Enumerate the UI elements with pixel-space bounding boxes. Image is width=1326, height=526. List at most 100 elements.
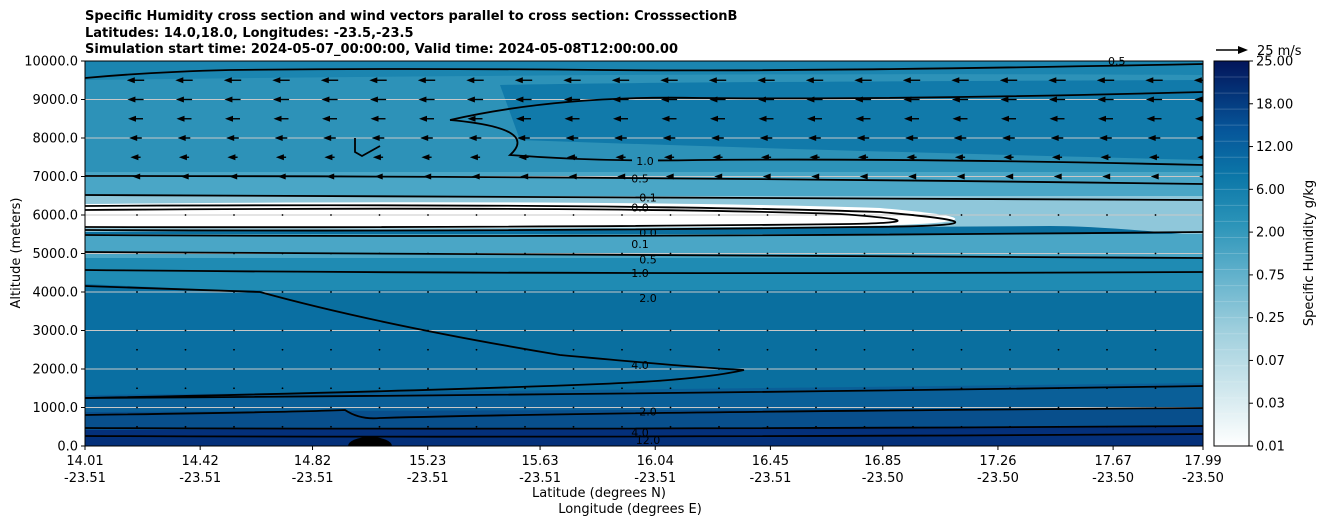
wind-vector-head bbox=[468, 135, 477, 141]
contour-label: 12.0 bbox=[636, 434, 661, 447]
wind-vector-dot bbox=[136, 425, 138, 428]
wind-vector-head bbox=[662, 135, 671, 141]
wind-vector-head bbox=[1145, 96, 1154, 103]
wind-vector-dot bbox=[815, 387, 817, 390]
wind-vector-dot bbox=[1009, 406, 1011, 409]
wind-vector-head bbox=[1002, 135, 1011, 141]
wind-vector-dot bbox=[378, 329, 381, 332]
contour-label: 0.5 bbox=[639, 253, 657, 266]
wind-vector-head bbox=[176, 115, 185, 122]
wind-vector-head bbox=[712, 154, 721, 161]
wind-vector-head bbox=[1005, 173, 1014, 180]
wind-vector-dot bbox=[233, 406, 235, 409]
wind-vector-dot bbox=[669, 387, 672, 390]
wind-vector-dot bbox=[378, 387, 381, 390]
y-tick-label: 7000.0 bbox=[33, 170, 79, 185]
wind-vector-head bbox=[953, 135, 962, 141]
contour-20-low bbox=[85, 407, 1203, 420]
wind-vector-head bbox=[615, 154, 624, 161]
wind-vector-dot bbox=[912, 252, 914, 255]
wind-vector-head bbox=[372, 154, 381, 161]
wind-vector-dot bbox=[330, 406, 332, 409]
wind-vector-dot bbox=[669, 329, 672, 332]
wind-vector-head bbox=[1051, 154, 1060, 161]
wind-vector-dot bbox=[475, 348, 478, 351]
wind-vector-head bbox=[515, 96, 524, 103]
wind-vector-dot bbox=[815, 406, 817, 409]
wind-vector-dot bbox=[378, 214, 381, 216]
wind-vector-head bbox=[1102, 173, 1111, 180]
wind-vector-dot bbox=[863, 406, 866, 409]
wind-vector-dot bbox=[1252, 387, 1254, 389]
wind-vector-dot bbox=[669, 348, 672, 351]
y-tick-label: 6000.0 bbox=[33, 209, 79, 224]
colorbar-tick-label: 0.01 bbox=[1256, 440, 1285, 455]
fill-dry-3 bbox=[85, 234, 1203, 262]
wind-vector-head bbox=[563, 77, 572, 84]
contour-label: 4.0 bbox=[631, 359, 649, 372]
wind-vector-dot bbox=[475, 329, 478, 332]
wind-vector-dot bbox=[572, 406, 575, 409]
wind-vector-dot bbox=[136, 348, 138, 351]
wind-vector-dot bbox=[621, 329, 623, 332]
colorbar-bands bbox=[1214, 76, 1249, 431]
x-tick-lon: -23.50 bbox=[862, 471, 904, 486]
wind-vector-dot bbox=[960, 291, 963, 293]
wind-vector-dot bbox=[669, 252, 672, 255]
wind-vector-head bbox=[177, 135, 186, 141]
wind-vector-dot bbox=[136, 214, 138, 216]
wind-vector-head bbox=[954, 154, 963, 161]
wind-vector-dot bbox=[621, 368, 623, 370]
x-tick-lon: -23.51 bbox=[179, 471, 221, 486]
wind-vector-head bbox=[1050, 135, 1059, 141]
wind-vector-dot bbox=[960, 348, 963, 351]
wind-vector-dot bbox=[669, 214, 672, 216]
colorbar-tick-label: 0.25 bbox=[1256, 311, 1285, 326]
wind-vector-head bbox=[466, 96, 475, 103]
colorbar-tick-label: 25.00 bbox=[1256, 55, 1293, 70]
wind-vector-dot bbox=[621, 406, 623, 409]
x-tick-lon: -23.51 bbox=[749, 471, 791, 486]
x-axis-label-lat: Latitude (degrees N) bbox=[532, 486, 666, 501]
y-tick-label: 4000.0 bbox=[33, 286, 79, 301]
wind-vector-dot bbox=[572, 291, 575, 293]
wind-vector-head bbox=[469, 154, 478, 161]
y-tick-label: 0.0 bbox=[57, 440, 78, 455]
wind-vector-dot bbox=[766, 368, 769, 370]
wind-vector-head bbox=[226, 135, 235, 141]
x-tick-lon: -23.50 bbox=[1182, 471, 1224, 486]
colorbar-tick-label: 12.00 bbox=[1256, 140, 1293, 155]
x-tick-lat: 14.42 bbox=[182, 454, 219, 469]
wind-vector-head bbox=[661, 115, 670, 122]
wind-vector-dot bbox=[912, 387, 914, 390]
wind-vector-dot bbox=[766, 252, 769, 255]
wind-vector-head bbox=[126, 77, 135, 84]
wind-vector-dot bbox=[718, 425, 720, 428]
wind-vector-head bbox=[807, 115, 815, 122]
wind-vector-head bbox=[1049, 115, 1058, 122]
wind-vector-dot bbox=[1009, 329, 1011, 332]
x-tick-lat: 16.45 bbox=[752, 454, 789, 469]
fill-surface-peak bbox=[348, 437, 392, 446]
wind-vector-head bbox=[128, 115, 136, 122]
wind-vector-head bbox=[466, 77, 475, 84]
colorbar-label: Specific Humidity g/kg bbox=[1302, 180, 1317, 326]
wind-vector-dot bbox=[766, 329, 769, 332]
wind-vector-dot bbox=[621, 291, 623, 293]
wind-vector-dot bbox=[912, 329, 914, 332]
contour-label: 2.0 bbox=[639, 405, 657, 418]
wind-vector-head bbox=[854, 77, 863, 84]
y-tick-label: 10000.0 bbox=[24, 55, 78, 70]
wind-vector-dot bbox=[1252, 426, 1254, 428]
title-line-1: Specific Humidity cross section and wind… bbox=[85, 9, 738, 24]
wind-vector-head bbox=[274, 135, 283, 141]
wind-vector-head bbox=[758, 115, 767, 122]
wind-vector-dot bbox=[1252, 330, 1254, 332]
wind-vector-dot bbox=[233, 214, 235, 216]
wind-vector-head bbox=[999, 77, 1008, 84]
wind-vector-dot bbox=[718, 214, 720, 216]
wind-vector-head bbox=[129, 135, 138, 141]
contour-01-bottom bbox=[85, 231, 1203, 237]
wind-vector-dot bbox=[184, 329, 187, 332]
